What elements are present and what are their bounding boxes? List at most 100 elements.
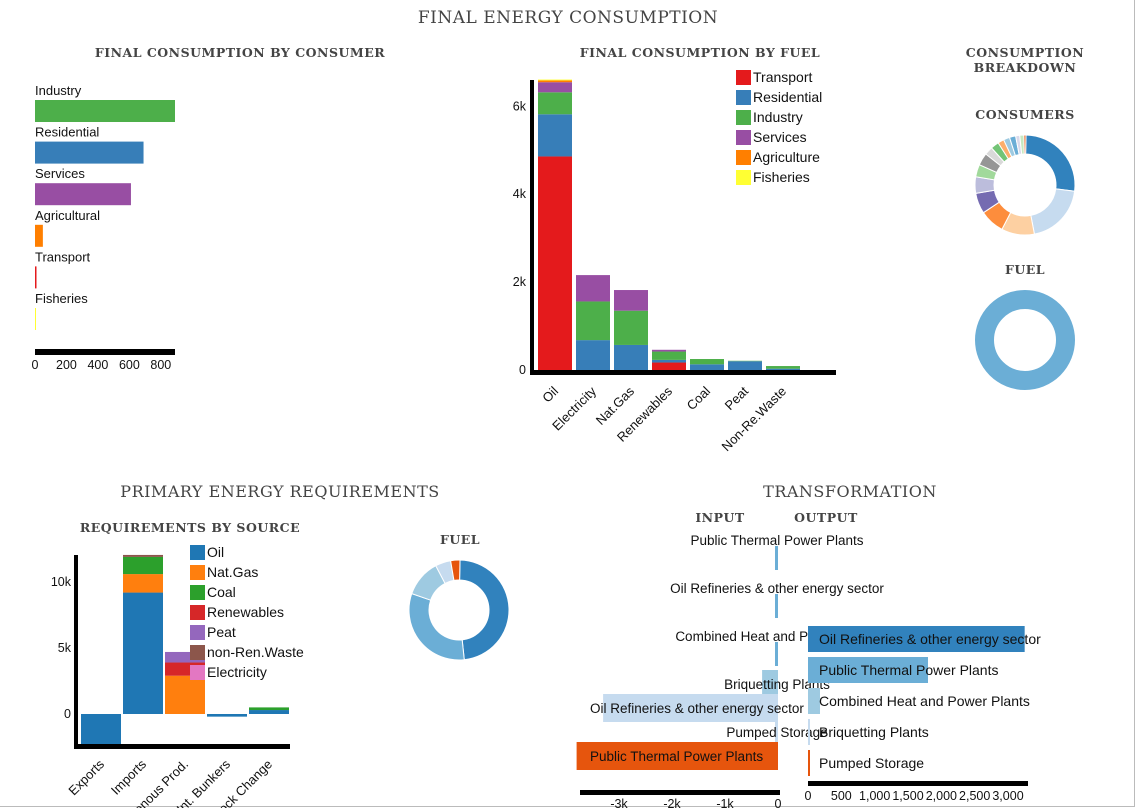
fuel-legend-label: Fisheries: [753, 169, 810, 185]
fuel-x-axis: [530, 370, 836, 375]
transform-input-label: Public Thermal Power Plants: [690, 533, 863, 548]
transform-input-tick: -3k: [610, 797, 628, 808]
fuel-bar-segment: [690, 359, 724, 365]
fuel-legend-label: Residential: [753, 89, 822, 105]
fuel-y-tick: 0: [519, 363, 526, 377]
consumer-x-axis: [35, 349, 175, 355]
transform-input-label: Oil Refineries & other energy sector: [590, 701, 804, 716]
donut-slice: [459, 559, 510, 661]
source-bar-segment: [123, 556, 163, 575]
source-legend-label: Coal: [207, 584, 236, 600]
consumer-bar: [35, 183, 131, 206]
fuel-x-tick: Coal: [684, 383, 714, 413]
fuel-y-axis: [530, 80, 534, 374]
transform-output-label: Briquetting Plants: [819, 724, 929, 740]
fuel-x-tick: Oil: [539, 383, 561, 405]
transform-input-tick: -2k: [663, 797, 681, 808]
consumer-bar: [35, 308, 36, 330]
fuel-donut: [975, 290, 1075, 390]
legend-swatch: [736, 110, 751, 125]
fuel-bar-segment: [652, 349, 686, 352]
source-x-axis: [74, 744, 290, 749]
consumer-bar: [35, 266, 37, 289]
consumer-bar: [35, 100, 175, 122]
transform-output-tick: 0: [805, 789, 812, 803]
fuel-y-tick: 6k: [513, 99, 527, 113]
fuel-bar-segment: [614, 310, 648, 345]
fuel-bar-segment: [538, 80, 572, 83]
fuel-bar-segment: [766, 368, 800, 370]
fuel-y-tick: 2k: [513, 275, 527, 289]
transform-input-tick: -1k: [716, 797, 734, 808]
fuel-bar-segment: [690, 364, 724, 370]
fuel-bar-segment: [766, 366, 800, 369]
fuel-y-tick: 4k: [513, 187, 527, 201]
fuel-bar-segment: [728, 361, 762, 370]
transform-output-bar: [808, 626, 1025, 652]
fuel-bar-segment: [538, 114, 572, 157]
transform-input-bar: [775, 546, 778, 570]
source-y-tick: 5k: [58, 641, 72, 655]
donut-slice: [450, 559, 461, 582]
transform-input-bar: [775, 642, 778, 666]
source-bar-segment: [249, 710, 289, 714]
consumer-x-tick: 200: [56, 358, 77, 372]
fuel-bar-segment: [538, 79, 572, 81]
fuel-legend-label: Industry: [753, 109, 803, 125]
legend-swatch: [736, 130, 751, 145]
transform-input-label: Pumped Storage: [726, 725, 827, 740]
fuel-bar-segment: [576, 275, 610, 302]
source-bar-segment: [207, 714, 247, 717]
fuel-donut-title: FUEL: [1004, 262, 1046, 277]
source-donut: [408, 559, 510, 661]
breakdown-title-line1: CONSUMPTION: [965, 45, 1085, 60]
transform-input-axis: [580, 790, 780, 795]
legend-swatch: [190, 585, 205, 600]
fuel-bar-segment: [576, 301, 610, 341]
consumer-x-tick: 0: [32, 358, 39, 372]
source-y-tick: 0: [64, 707, 71, 721]
transform-output-label: Oil Refineries & other energy sector: [819, 631, 1041, 647]
transform-input-tick: 0: [775, 797, 782, 808]
consumer-x-tick: 400: [87, 358, 108, 372]
transform-output-tick: 1,000: [859, 789, 890, 803]
source-bar-segment: [249, 707, 289, 711]
transform-output-label: Pumped Storage: [819, 755, 924, 771]
source-y-axis: [74, 555, 78, 747]
legend-swatch: [190, 625, 205, 640]
consumer-label: Agricultural: [35, 208, 100, 223]
transform-output-label: Combined Heat and Power Plants: [819, 693, 1030, 709]
source-legend-label: Peat: [207, 624, 236, 640]
source-chart-title: REQUIREMENTS BY SOURCE: [79, 520, 301, 535]
transform-output-bar: [808, 688, 820, 714]
input-label: INPUT: [695, 510, 745, 525]
source-bar-segment: [123, 554, 163, 557]
transform-input-bar: [775, 720, 778, 744]
legend-swatch: [190, 645, 205, 660]
fuel-bar-segment: [614, 344, 648, 370]
fuel-bar-segment: [652, 362, 686, 370]
output-label: OUTPUT: [794, 510, 858, 525]
consumer-label: Residential: [35, 125, 99, 140]
transform-output-bar: [808, 719, 810, 745]
consumers-donut-title: CONSUMERS: [975, 107, 1075, 122]
fuel-bar-segment: [652, 351, 686, 360]
source-donut-title: FUEL: [439, 532, 481, 547]
source-legend-label: Oil: [207, 544, 224, 560]
transform-input-bar: [576, 742, 778, 770]
page-title: FINAL ENERGY CONSUMPTION: [417, 8, 719, 28]
transform-input-bar: [775, 594, 778, 618]
fuel-bar-segment: [538, 92, 572, 115]
transform-input-label: Public Thermal Power Plants: [590, 749, 763, 764]
fuel-legend-label: Transport: [753, 69, 813, 85]
source-bar-segment: [123, 574, 163, 593]
consumer-label: Industry: [35, 83, 82, 98]
consumer-label: Fisheries: [35, 291, 88, 306]
fuel-bar-segment: [576, 340, 610, 370]
source-bar-segment: [165, 675, 205, 714]
transform-input-bar: [762, 670, 778, 698]
fuel-x-tick: Peat: [722, 383, 752, 413]
